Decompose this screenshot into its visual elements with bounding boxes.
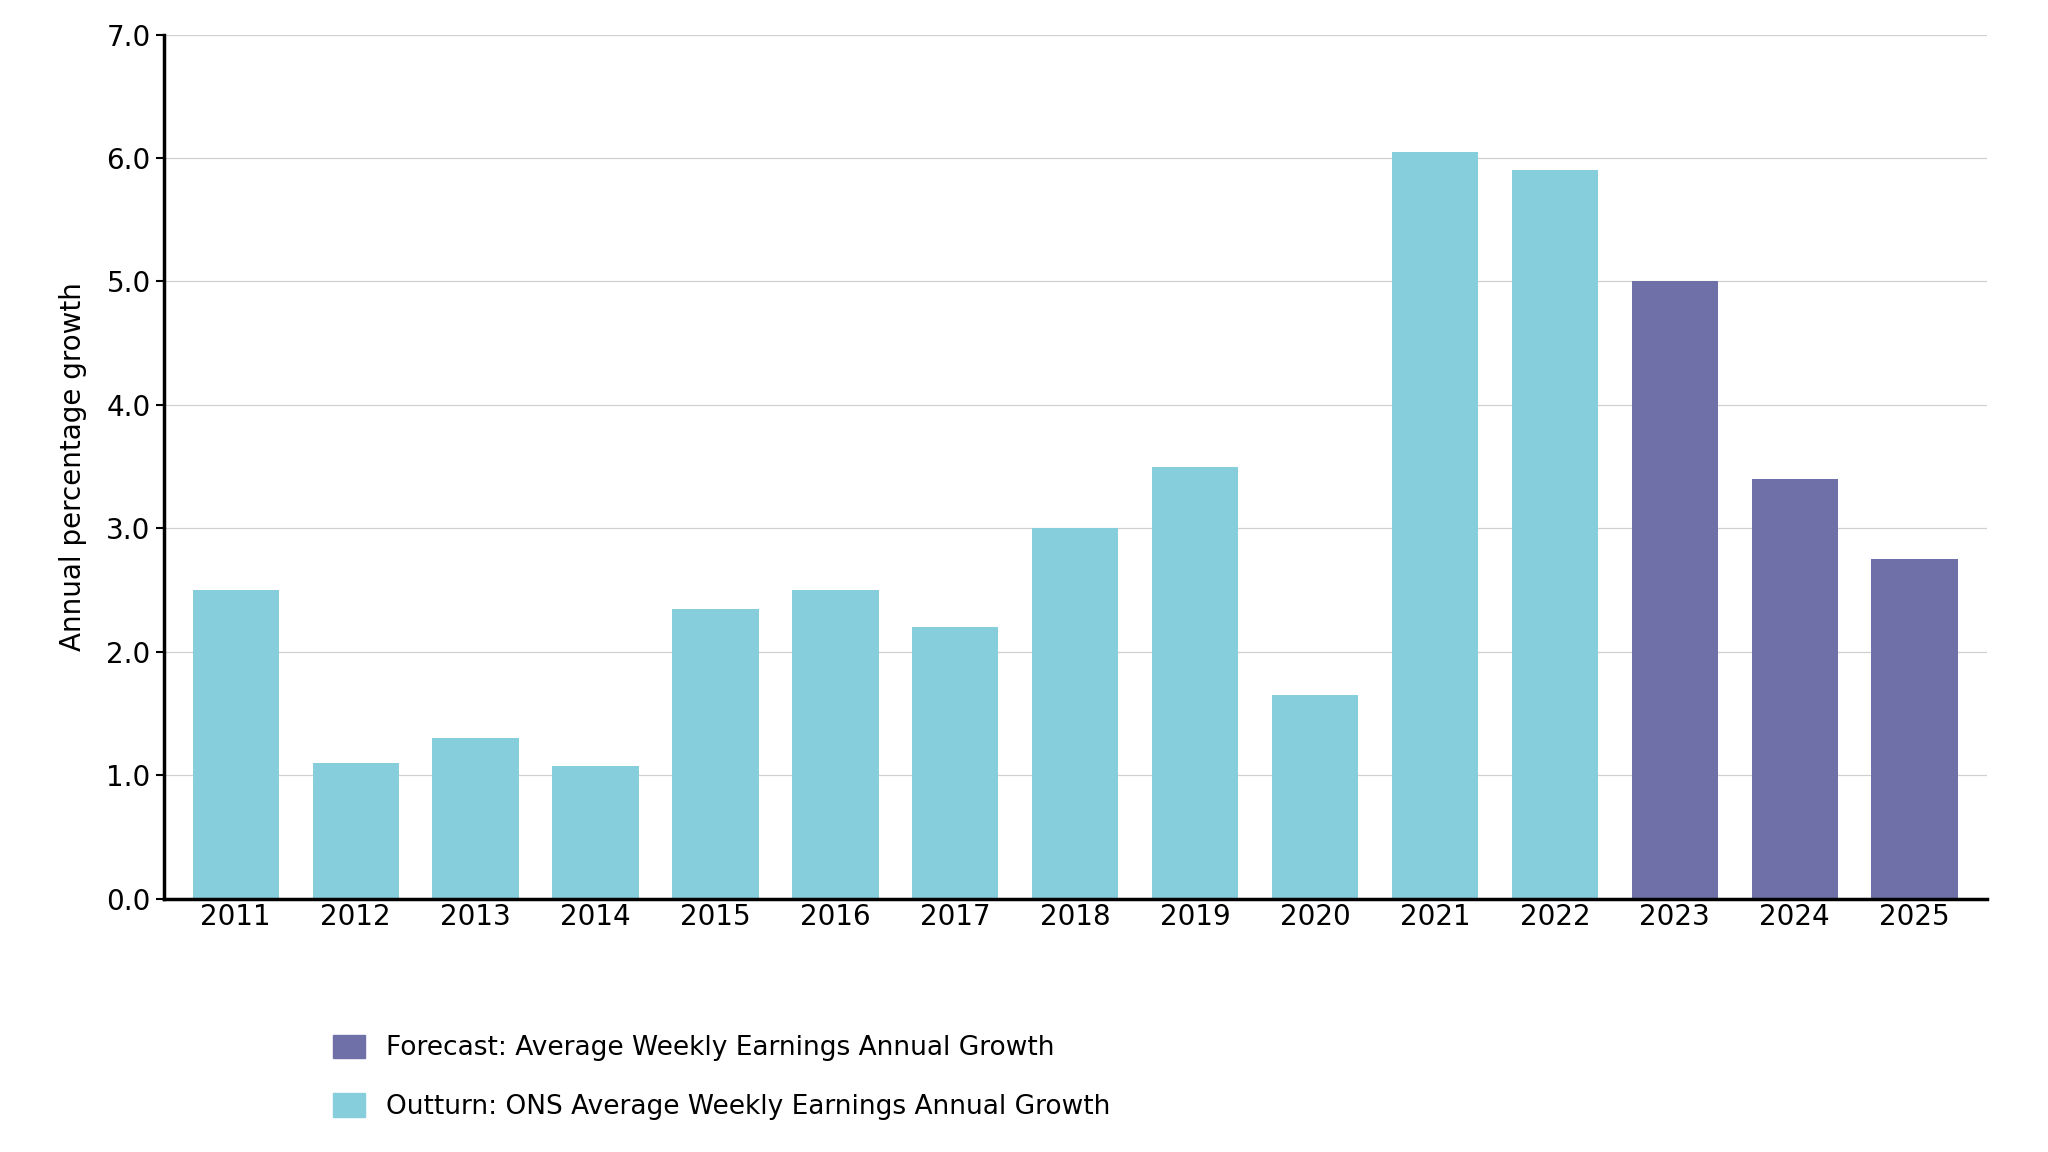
Y-axis label: Annual percentage growth: Annual percentage growth: [59, 282, 86, 651]
Bar: [1751, 479, 1837, 899]
Bar: [1272, 695, 1358, 899]
Bar: [793, 590, 879, 899]
Bar: [553, 766, 639, 899]
Bar: [313, 763, 399, 899]
Bar: [911, 627, 999, 899]
Bar: [1151, 467, 1239, 899]
Bar: [1872, 559, 1958, 899]
Bar: [1511, 170, 1597, 899]
Legend: Forecast: Average Weekly Earnings Annual Growth, Outturn: ONS Average Weekly Ear: Forecast: Average Weekly Earnings Annual…: [324, 1024, 1120, 1130]
Bar: [1632, 281, 1718, 899]
Bar: [1393, 152, 1479, 899]
Bar: [672, 608, 758, 899]
Bar: [1032, 529, 1118, 899]
Bar: [193, 590, 279, 899]
Bar: [432, 738, 518, 899]
